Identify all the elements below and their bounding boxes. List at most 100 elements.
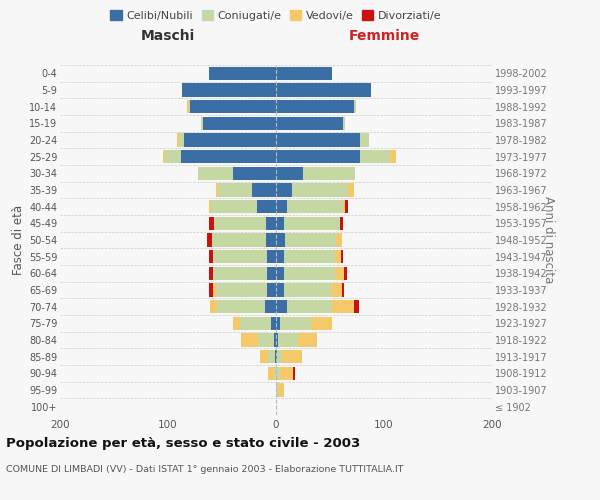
Bar: [284, 266, 335, 280]
Bar: [354, 300, 359, 314]
Bar: [268, 366, 274, 380]
Bar: [198, 166, 233, 180]
Bar: [209, 284, 214, 296]
Bar: [276, 184, 292, 196]
Y-axis label: Anni di nascita: Anni di nascita: [542, 196, 554, 284]
Bar: [284, 234, 337, 246]
Bar: [165, 150, 181, 164]
Bar: [209, 250, 214, 264]
Bar: [276, 150, 360, 164]
Bar: [257, 200, 276, 213]
Bar: [182, 84, 276, 96]
Bar: [214, 250, 268, 264]
Bar: [163, 150, 165, 164]
Bar: [287, 200, 343, 213]
Bar: [257, 334, 274, 346]
Bar: [292, 184, 349, 196]
Bar: [276, 100, 354, 114]
Bar: [283, 350, 302, 364]
Bar: [214, 216, 266, 230]
Bar: [218, 184, 252, 196]
Bar: [266, 216, 276, 230]
Bar: [276, 266, 284, 280]
Bar: [260, 350, 268, 364]
Bar: [233, 316, 241, 330]
Bar: [271, 316, 276, 330]
Bar: [354, 100, 356, 114]
Bar: [276, 66, 332, 80]
Bar: [202, 116, 203, 130]
Bar: [280, 366, 293, 380]
Bar: [349, 184, 354, 196]
Bar: [276, 166, 303, 180]
Bar: [287, 300, 332, 314]
Bar: [252, 184, 276, 196]
Bar: [276, 316, 280, 330]
Bar: [179, 134, 184, 146]
Bar: [360, 150, 391, 164]
Bar: [331, 284, 342, 296]
Bar: [276, 384, 278, 396]
Bar: [215, 284, 268, 296]
Bar: [210, 300, 217, 314]
Bar: [278, 384, 284, 396]
Bar: [211, 200, 257, 213]
Bar: [360, 134, 369, 146]
Bar: [275, 350, 276, 364]
Bar: [337, 234, 342, 246]
Bar: [335, 266, 344, 280]
Bar: [278, 334, 298, 346]
Bar: [311, 316, 332, 330]
Bar: [241, 334, 257, 346]
Bar: [209, 216, 214, 230]
Bar: [284, 216, 340, 230]
Bar: [276, 334, 278, 346]
Bar: [332, 300, 354, 314]
Bar: [276, 200, 287, 213]
Bar: [176, 134, 179, 146]
Bar: [335, 250, 341, 264]
Bar: [343, 200, 345, 213]
Bar: [277, 350, 283, 364]
Bar: [276, 284, 284, 296]
Bar: [265, 300, 276, 314]
Bar: [209, 200, 211, 213]
Bar: [214, 266, 268, 280]
Bar: [215, 184, 218, 196]
Bar: [209, 66, 276, 80]
Bar: [284, 250, 335, 264]
Bar: [181, 150, 276, 164]
Bar: [276, 234, 284, 246]
Bar: [293, 366, 295, 380]
Text: Femmine: Femmine: [349, 28, 419, 42]
Bar: [391, 150, 396, 164]
Bar: [343, 116, 345, 130]
Bar: [342, 284, 344, 296]
Bar: [276, 116, 343, 130]
Bar: [268, 284, 276, 296]
Bar: [214, 284, 215, 296]
Bar: [298, 334, 317, 346]
Bar: [276, 216, 284, 230]
Bar: [280, 316, 311, 330]
Bar: [188, 100, 190, 114]
Bar: [190, 100, 276, 114]
Bar: [241, 316, 271, 330]
Bar: [276, 84, 371, 96]
Bar: [341, 250, 343, 264]
Bar: [340, 216, 343, 230]
Text: Maschi: Maschi: [141, 28, 195, 42]
Legend: Celibi/Nubili, Coniugati/e, Vedovi/e, Divorziati/e: Celibi/Nubili, Coniugati/e, Vedovi/e, Di…: [108, 8, 444, 23]
Bar: [276, 250, 284, 264]
Bar: [303, 166, 355, 180]
Bar: [268, 350, 275, 364]
Bar: [184, 134, 276, 146]
Bar: [274, 334, 276, 346]
Bar: [345, 200, 349, 213]
Bar: [276, 134, 360, 146]
Bar: [276, 366, 280, 380]
Bar: [344, 266, 347, 280]
Bar: [268, 266, 276, 280]
Text: Popolazione per età, sesso e stato civile - 2003: Popolazione per età, sesso e stato civil…: [6, 438, 360, 450]
Bar: [268, 250, 276, 264]
